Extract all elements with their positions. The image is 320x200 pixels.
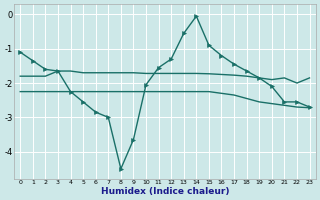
X-axis label: Humidex (Indice chaleur): Humidex (Indice chaleur)	[100, 187, 229, 196]
